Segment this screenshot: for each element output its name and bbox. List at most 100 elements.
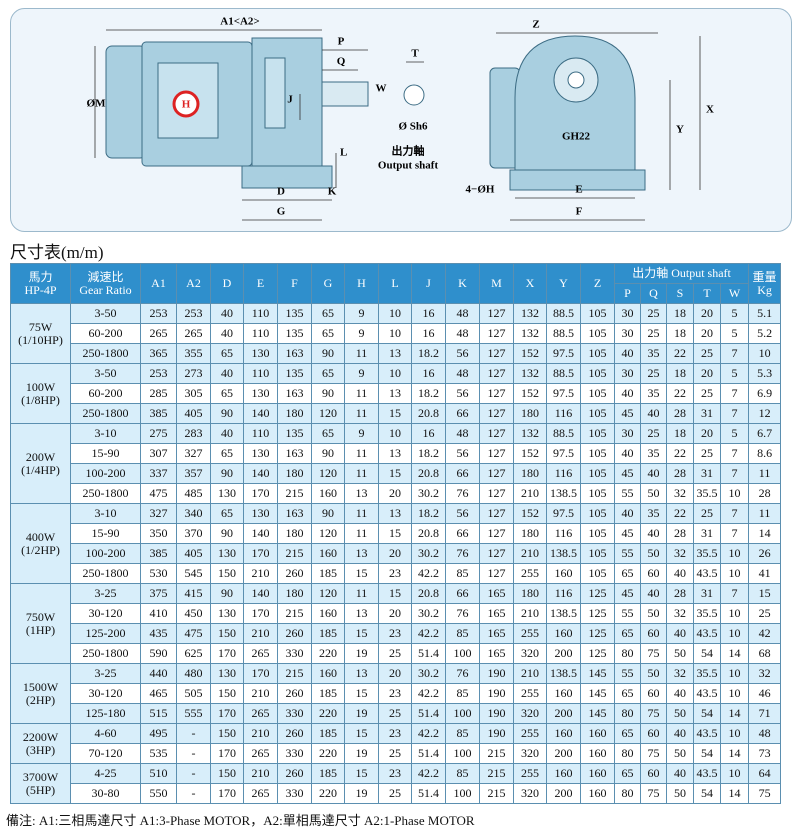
value-cell: 116 [546,463,581,484]
value-cell: 190 [479,663,514,684]
value-cell: 75 [640,643,667,664]
value-cell: 97.5 [546,343,581,364]
value-cell: 20.8 [411,463,446,484]
header-cell: F [277,263,312,304]
value-cell: 116 [546,403,581,424]
value-cell: 260 [277,763,312,784]
data-row: 100W (1/8HP) 3-50 253 273 40 110 135 65 9 10 16 48 12… [10,363,782,424]
header-cell: W [719,283,750,304]
dim-label: D [277,186,285,198]
value-cell: 220 [311,783,345,804]
value-cell: 66 [445,403,480,424]
value-cell: 9 [344,423,379,444]
value-cell: 65 [614,723,641,744]
value-cell: 85 [445,683,480,704]
header-cell: J [411,263,446,304]
value-cell: 132 [513,363,547,384]
value-cell: 100 [445,643,480,664]
value-cell: 10 [719,603,750,624]
value-cell: 18 [666,423,694,444]
value-cell: 35 [640,503,667,524]
value-cell: 260 [277,683,312,704]
value-cell: 255 [513,623,547,644]
value-cell: - [176,743,211,764]
value-cell: 16 [411,363,446,384]
value-cell: 97.5 [546,443,581,464]
power-text: 100W [25,379,56,394]
data-row: 70-120 535-170 265 330 220 19 25 51.4 100 215 320 2… [11,743,782,764]
value-cell: 130 [243,503,278,524]
value-cell: 11 [344,503,379,524]
value-cell: 210 [243,563,278,584]
value-cell: 35 [640,343,667,364]
value-cell: 535 [140,743,177,764]
value-cell: 265 [243,703,278,724]
value-cell: 23 [378,683,412,704]
value-cell: 28 [666,583,694,604]
value-cell: 30 [614,363,641,384]
value-cell: 65 [311,303,345,324]
value-cell: 253 [140,363,177,384]
value-cell: 185 [311,763,345,784]
value-cell: 35.5 [693,543,721,564]
value-cell: 13 [344,483,379,504]
value-cell: 20 [693,303,721,324]
value-cell: 60 [640,723,667,744]
value-cell: 85 [445,763,480,784]
value-cell: 42.2 [411,623,446,644]
value-cell: 265 [140,323,177,344]
dim-label: X [706,104,714,116]
value-cell: 110 [243,303,278,324]
power-cell: 400W (1/2HP) [10,503,71,584]
value-cell: 8.6 [748,443,782,464]
dim-label: J [287,94,293,106]
data-row: 100-200 385 405 130 170 215 160 13 20 30.2 76 127 21… [11,543,782,564]
ratio-cell: 250-1800 [70,483,141,504]
header-cell: Q [640,283,667,304]
value-cell: 13 [344,603,379,624]
value-cell: 14 [719,703,750,724]
ratio-cell: 3-10 [70,423,141,444]
value-cell: 127 [479,343,514,364]
value-cell: 40 [666,563,694,584]
value-cell: 42 [748,623,782,644]
value-cell: 410 [140,603,177,624]
value-cell: 66 [445,463,480,484]
value-cell: 13 [378,343,412,364]
header-cell: S [666,283,694,304]
value-cell: 88.5 [546,363,581,384]
value-cell: 42.2 [411,763,446,784]
data-row: 30-120 465 505 150 210 260 185 15 23 42.2 85 190 255… [11,683,782,704]
value-cell: 6.9 [748,383,782,404]
value-cell: 160 [311,603,345,624]
value-cell: 200 [546,703,581,724]
value-cell: 31 [693,583,721,604]
value-cell: 22 [666,503,694,524]
data-row: 3700W (5HP) 4-25 510-150 210 260 185 15 23 42.2 85… [10,763,782,804]
value-cell: 30.2 [411,663,446,684]
value-cell: 10 [719,483,750,504]
header-cell: A1 [140,263,177,304]
value-cell: 475 [140,483,177,504]
value-cell: 15 [344,563,379,584]
value-cell: 385 [140,543,177,564]
value-cell: 48 [445,303,480,324]
value-cell: 120 [311,403,345,424]
value-cell: 127 [479,363,514,384]
header-cell: E [243,263,278,304]
value-cell: 50 [666,783,694,804]
value-cell: 20.8 [411,403,446,424]
ratio-cell: 250-1800 [70,563,141,584]
value-cell: 255 [513,723,547,744]
value-cell: 43.5 [693,623,721,644]
value-cell: 9 [344,323,379,344]
value-cell: 65 [614,623,641,644]
value-cell: 5.3 [748,363,782,384]
value-cell: 71 [748,703,782,724]
value-cell: 152 [513,343,547,364]
value-cell: 5.2 [748,323,782,344]
value-cell: 40 [210,363,244,384]
data-row: 750W (1HP) 3-25 375 415 90 140 180 120 11 15 20.8 66… [10,583,782,664]
value-cell: 50 [640,543,667,564]
value-cell: 65 [210,503,244,524]
